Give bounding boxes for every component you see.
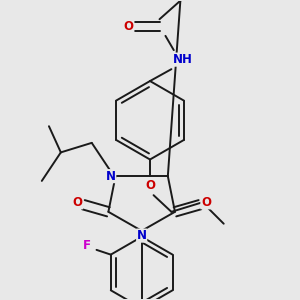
Text: F: F <box>83 238 91 252</box>
Text: O: O <box>201 196 211 209</box>
Text: O: O <box>124 20 134 33</box>
Text: O: O <box>73 196 82 209</box>
Text: O: O <box>145 179 155 192</box>
Text: N: N <box>106 170 116 183</box>
Text: NH: NH <box>173 53 193 66</box>
Text: N: N <box>137 229 147 242</box>
